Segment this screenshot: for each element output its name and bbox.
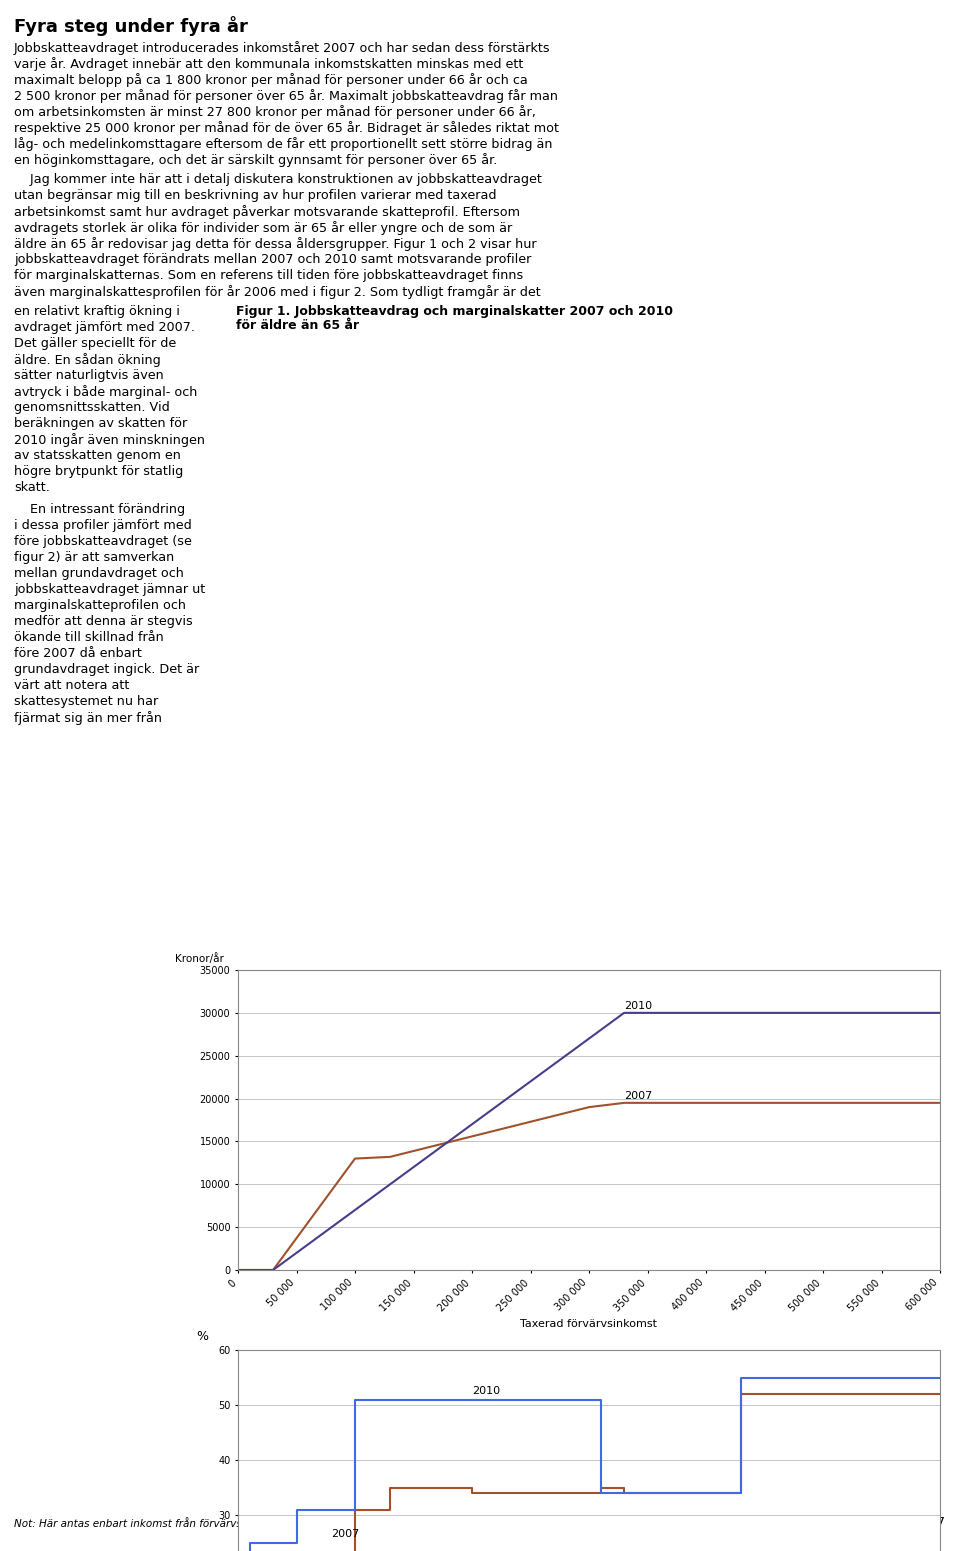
- Text: arbetsinkomst samt hur avdraget påverkar motsvarande skatteprofil. Eftersom: arbetsinkomst samt hur avdraget påverkar…: [14, 205, 520, 219]
- Text: mellan grundavdraget och: mellan grundavdraget och: [14, 568, 184, 580]
- Text: 7: 7: [937, 1515, 945, 1529]
- Text: värt att notera att: värt att notera att: [14, 679, 130, 692]
- Text: fjärmat sig än mer från: fjärmat sig än mer från: [14, 710, 162, 724]
- Text: avdragets storlek är olika för individer som är 65 år eller yngre och de som är: avdragets storlek är olika för individer…: [14, 220, 513, 234]
- Y-axis label: %: %: [196, 1331, 208, 1343]
- Text: Jag kommer inte här att i detalj diskutera konstruktionen av jobbskatteavdraget: Jag kommer inte här att i detalj diskute…: [14, 174, 541, 186]
- Text: 2010: 2010: [624, 1000, 652, 1011]
- Text: skattesystemet nu har: skattesystemet nu har: [14, 695, 158, 707]
- Text: utan begränsar mig till en beskrivning av hur profilen varierar med taxerad: utan begränsar mig till en beskrivning a…: [14, 189, 496, 202]
- Text: 2 500 kronor per månad för personer över 65 år. Maximalt jobbskatteavdrag får ma: 2 500 kronor per månad för personer över…: [14, 88, 558, 102]
- Text: i dessa profiler jämfört med: i dessa profiler jämfört med: [14, 520, 192, 532]
- Text: äldre än 65 år redovisar jag detta för dessa åldersgrupper. Figur 1 och 2 visar : äldre än 65 år redovisar jag detta för d…: [14, 237, 537, 251]
- Text: sätter naturligtvis även: sätter naturligtvis även: [14, 369, 164, 382]
- Text: Figur 1. Jobbskatteavdrag och marginalskatter 2007 och 2010: Figur 1. Jobbskatteavdrag och marginalsk…: [236, 306, 673, 318]
- Y-axis label: Kronor/år: Kronor/år: [175, 954, 224, 965]
- Text: före jobbskatteavdraget (se: före jobbskatteavdraget (se: [14, 535, 192, 548]
- Text: en relativt kraftig ökning i: en relativt kraftig ökning i: [14, 306, 180, 318]
- Text: Det gäller speciellt för de: Det gäller speciellt för de: [14, 337, 177, 351]
- Text: för äldre än 65 år: för äldre än 65 år: [236, 320, 359, 332]
- Text: beräkningen av skatten för: beräkningen av skatten för: [14, 417, 187, 430]
- Text: figur 2) är att samverkan: figur 2) är att samverkan: [14, 551, 175, 565]
- Text: högre brytpunkt för statlig: högre brytpunkt för statlig: [14, 465, 183, 478]
- Text: äldre. En sådan ökning: äldre. En sådan ökning: [14, 354, 160, 368]
- Text: av statsskatten genom en: av statsskatten genom en: [14, 448, 180, 462]
- Text: 2007: 2007: [331, 1529, 360, 1539]
- Text: en höginkomsttagare, och det är särskilt gynnsamt för personer över 65 år.: en höginkomsttagare, och det är särskilt…: [14, 154, 497, 168]
- Text: grundavdraget ingick. Det är: grundavdraget ingick. Det är: [14, 662, 200, 676]
- Text: varje år. Avdraget innebär att den kommunala inkomstskatten minskas med ett: varje år. Avdraget innebär att den kommu…: [14, 57, 523, 71]
- Text: maximalt belopp på ca 1 800 kronor per månad för personer under 66 år och ca: maximalt belopp på ca 1 800 kronor per m…: [14, 73, 528, 87]
- Text: 2010 ingår även minskningen: 2010 ingår även minskningen: [14, 433, 205, 447]
- Text: avdraget jämfört med 2007.: avdraget jämfört med 2007.: [14, 321, 195, 333]
- Text: Jobbskatteavdraget introducerades inkomståret 2007 och har sedan dess förstärkts: Jobbskatteavdraget introducerades inkoms…: [14, 40, 551, 54]
- Text: jobbskatteavdraget jämnar ut: jobbskatteavdraget jämnar ut: [14, 583, 205, 596]
- Text: om arbetsinkomsten är minst 27 800 kronor per månad för personer under 66 år,: om arbetsinkomsten är minst 27 800 krono…: [14, 105, 536, 119]
- Text: låg- och medelinkomsttagare eftersom de får ett proportionellt sett större bidra: låg- och medelinkomsttagare eftersom de …: [14, 136, 553, 150]
- Text: medför att denna är stegvis: medför att denna är stegvis: [14, 616, 193, 628]
- Text: ökande till skillnad från: ökande till skillnad från: [14, 631, 164, 644]
- Text: för marginalskatternas. Som en referens till tiden före jobbskatteavdraget finns: för marginalskatternas. Som en referens …: [14, 268, 523, 282]
- X-axis label: Taxerad förvärvsinkomst: Taxerad förvärvsinkomst: [520, 1318, 658, 1329]
- Text: En intressant förändring: En intressant förändring: [14, 503, 185, 516]
- Text: genomsnittsskatten. Vid: genomsnittsskatten. Vid: [14, 402, 170, 414]
- Text: även marginalskattesprofilen för år 2006 med i figur 2. Som tydligt framgår är d: även marginalskattesprofilen för år 2006…: [14, 285, 540, 299]
- Text: före 2007 då enbart: före 2007 då enbart: [14, 647, 142, 661]
- Text: respektive 25 000 kronor per månad för de över 65 år. Bidraget är således riktat: respektive 25 000 kronor per månad för d…: [14, 121, 559, 135]
- Text: 2010: 2010: [472, 1387, 500, 1396]
- Text: avtryck i både marginal- och: avtryck i både marginal- och: [14, 385, 198, 399]
- Text: 2007: 2007: [624, 1090, 653, 1101]
- Text: Not: Här antas enbart inkomst från förvärvsarbete samt en genomsnittlig kommunal: Not: Här antas enbart inkomst från förvä…: [14, 1517, 601, 1529]
- Text: jobbskatteavdraget förändrats mellan 2007 och 2010 samt motsvarande profiler: jobbskatteavdraget förändrats mellan 200…: [14, 253, 532, 267]
- Text: skatt.: skatt.: [14, 481, 50, 495]
- Text: marginalskatteprofilen och: marginalskatteprofilen och: [14, 599, 186, 613]
- Text: Fyra steg under fyra år: Fyra steg under fyra år: [14, 16, 248, 36]
